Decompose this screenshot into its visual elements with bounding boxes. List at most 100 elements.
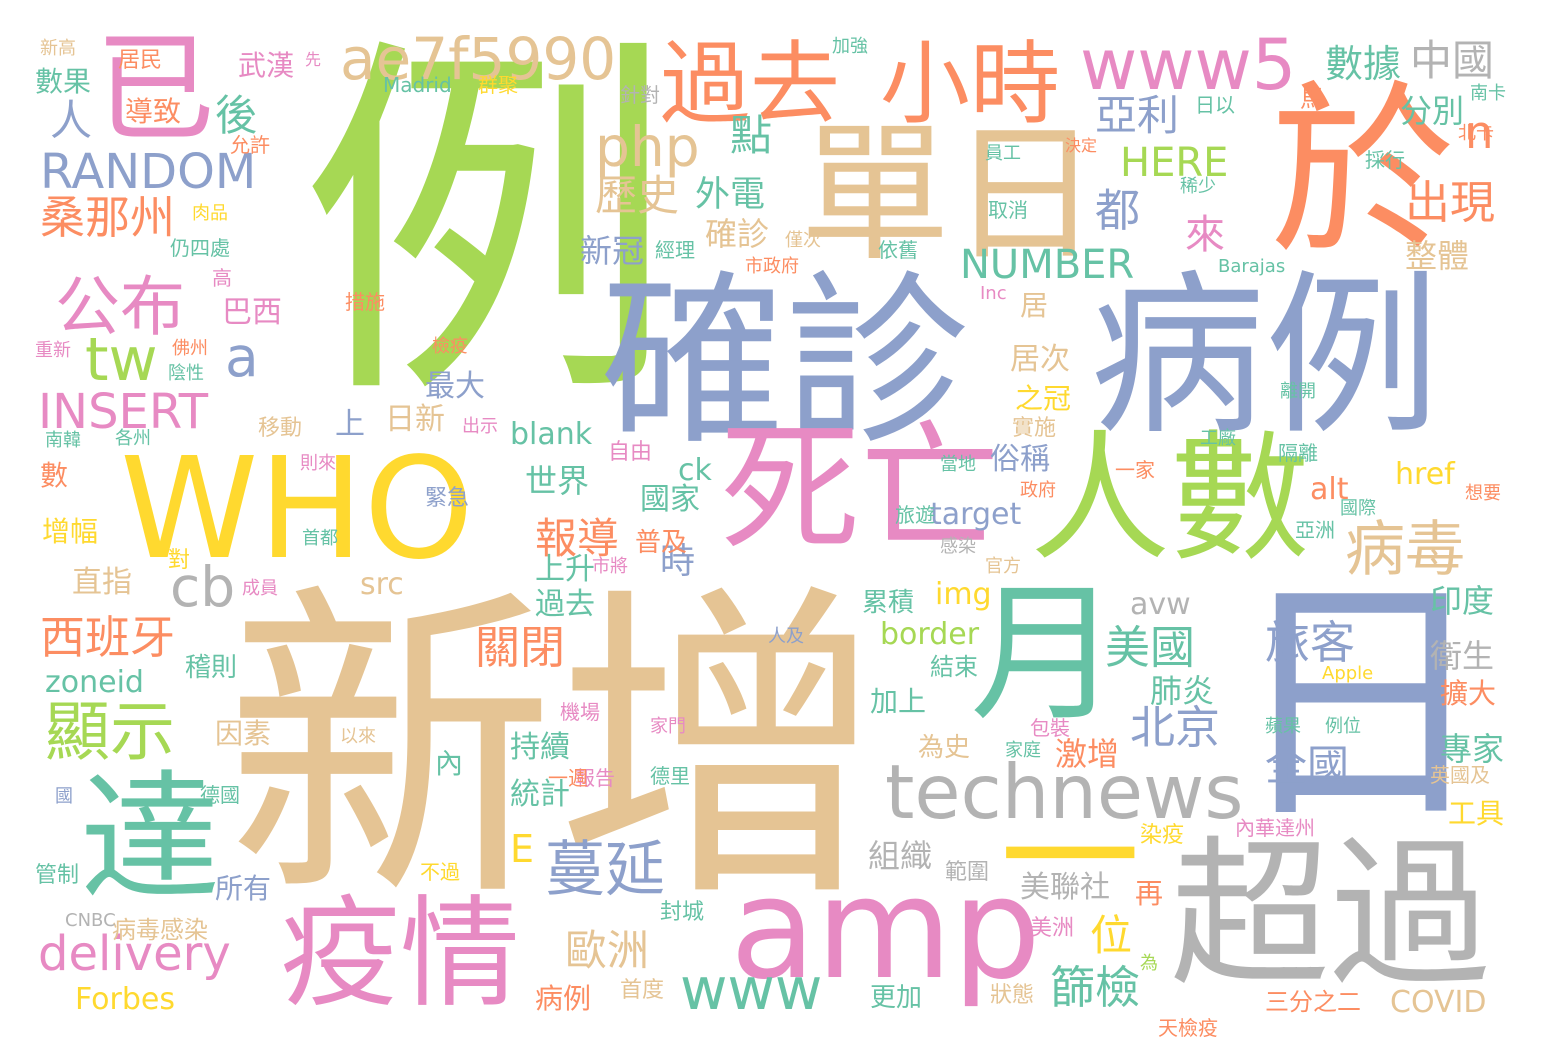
word: Forbes	[75, 982, 176, 1017]
word: 陰性	[168, 363, 204, 384]
word: 內	[435, 747, 464, 780]
word: 數據	[1325, 42, 1402, 86]
word: 旅遊	[895, 503, 935, 527]
word: 位	[1090, 911, 1133, 960]
word: 加強	[832, 36, 868, 57]
word: 一家	[1115, 458, 1155, 482]
word: 外電	[695, 175, 766, 215]
word: 採行	[1365, 148, 1405, 172]
word: 離開	[1280, 381, 1316, 402]
word: 檢疫	[432, 336, 468, 357]
word: 市政府	[745, 256, 799, 277]
word: INSERT	[38, 384, 209, 440]
word: 上升	[535, 552, 595, 587]
word: 國	[55, 786, 73, 807]
word: img	[935, 577, 992, 612]
word: href	[1395, 457, 1455, 492]
word: n	[1465, 106, 1494, 159]
word: 染疫	[1140, 823, 1185, 848]
word: 之冠	[1015, 382, 1072, 415]
word: 想要	[1465, 483, 1501, 504]
word: 工廠	[1200, 428, 1236, 449]
word: 感染	[940, 536, 976, 557]
word: alt	[1310, 472, 1349, 507]
word: 當地	[940, 454, 976, 475]
word: 則來	[300, 453, 336, 474]
word: 北京	[1130, 701, 1221, 754]
word: 累積	[862, 588, 915, 618]
word: 依舊	[878, 238, 918, 262]
word: 居	[1020, 289, 1049, 322]
word: 決定	[1065, 136, 1098, 155]
word: 再	[1135, 877, 1164, 910]
word: 工具	[1448, 797, 1505, 830]
word: 數	[40, 459, 69, 492]
word: 英國及	[1430, 763, 1490, 787]
word: 數果	[35, 65, 92, 98]
word: 人及	[768, 626, 804, 647]
word: 稽則	[185, 653, 238, 683]
word: 歐洲	[565, 926, 650, 975]
word: 三分之二	[1265, 988, 1361, 1016]
word: 亞利	[1095, 91, 1180, 140]
word: 日新	[385, 402, 445, 437]
word: HERE	[1120, 140, 1229, 186]
word: avw	[1130, 587, 1191, 622]
word: 月	[970, 568, 1121, 742]
word: 顯示	[45, 695, 176, 770]
word: 機場	[560, 700, 600, 724]
word: 關閉	[475, 621, 566, 674]
word: delivery	[38, 926, 231, 982]
word: 封城	[660, 900, 705, 925]
word: 移動	[258, 416, 303, 441]
word: 加上	[870, 685, 927, 718]
word: 已	[95, 20, 215, 159]
word: 南卡	[1470, 83, 1506, 104]
word: 後	[215, 91, 258, 140]
word: 時	[660, 542, 696, 582]
word: 病毒	[1345, 515, 1465, 585]
word: 居次	[1010, 342, 1070, 377]
word: 報導	[535, 514, 620, 563]
word: 範圍	[945, 860, 990, 885]
word: 篩檢	[1050, 961, 1141, 1014]
word: 肉品	[192, 203, 228, 224]
word: 疫情	[280, 885, 520, 1024]
word: 旅客	[1265, 616, 1356, 669]
word: php	[595, 115, 700, 179]
word: 過去	[660, 32, 840, 137]
word: 隔離	[1278, 441, 1318, 465]
word: 來	[1185, 212, 1225, 258]
word: www5	[1080, 24, 1297, 106]
word: 死亡	[720, 408, 1001, 571]
word: 增幅	[42, 515, 99, 548]
word: 美聯社	[1020, 870, 1110, 905]
word: Apple	[1322, 663, 1374, 684]
word: 所有	[215, 872, 272, 905]
word: 單日	[800, 108, 1101, 282]
word: 狀態	[990, 983, 1035, 1008]
word: 管制	[35, 863, 80, 888]
word: 直指	[72, 565, 132, 600]
word: 巴西	[222, 295, 282, 330]
word: technews	[885, 748, 1244, 836]
word: 自由	[608, 440, 653, 465]
word: 確診	[600, 254, 970, 470]
word: 佛州	[172, 338, 208, 359]
word: 南韓	[45, 430, 81, 451]
word: NUMBER	[960, 242, 1135, 288]
word: 緊急	[425, 486, 470, 511]
word: 西班牙	[40, 611, 176, 664]
word: 家門	[650, 716, 686, 737]
word: 於	[1270, 64, 1455, 280]
word: 蘋果	[1265, 716, 1301, 737]
word: 上	[335, 407, 365, 442]
word: src	[360, 567, 404, 602]
word: 例	[300, 9, 675, 445]
word: 確診	[705, 215, 770, 253]
word: target	[930, 497, 1022, 532]
word: 成員	[242, 578, 278, 599]
word: 一週	[548, 766, 588, 790]
word: 衛生	[1430, 637, 1495, 675]
